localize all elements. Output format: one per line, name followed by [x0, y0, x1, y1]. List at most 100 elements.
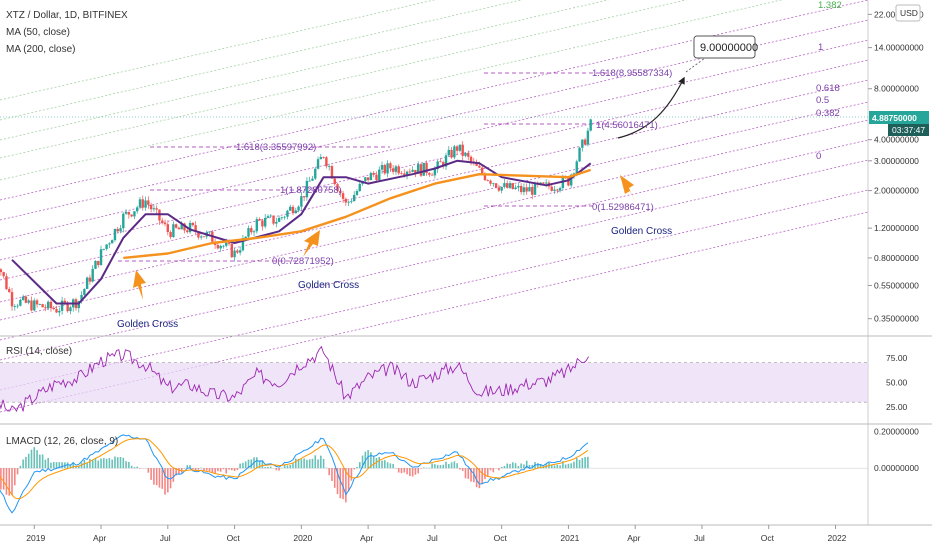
candle-body	[333, 178, 336, 185]
candle-body	[177, 227, 181, 230]
lmacd-histogram-bar	[331, 468, 333, 481]
lmacd-histogram-bar	[484, 468, 486, 480]
candle-body	[422, 162, 425, 176]
candle-body	[366, 177, 370, 181]
candle-body	[544, 182, 548, 184]
candle-body	[44, 307, 47, 309]
time-axis[interactable]: 2019 Apr Jul Oct 2020 Apr Jul Oct 2021 Apr Jul Oct 2…	[26, 525, 847, 543]
symbol-title: XTZ / Dollar, 1D, BITFINEX	[6, 10, 128, 21]
lmacd-histogram-bar	[289, 464, 292, 469]
time-tick-label: Jul	[427, 533, 438, 543]
candle-body	[174, 224, 178, 228]
candle-body	[517, 185, 520, 188]
lmacd-histogram-bar	[19, 465, 22, 469]
candle-body	[33, 300, 36, 311]
currency-badge[interactable]	[895, 4, 921, 22]
candle-body	[394, 166, 398, 172]
candle-body	[327, 166, 331, 167]
lmacd-histogram-bar	[322, 458, 325, 469]
candle-body	[286, 210, 289, 217]
candle-body	[63, 300, 67, 303]
candle-body	[480, 167, 484, 174]
candle-body	[428, 173, 431, 175]
lmacd-histogram-bar	[225, 468, 228, 474]
channel-line	[0, 0, 523, 121]
lmacd-histogram-bar	[439, 465, 442, 469]
lmacd-histogram-bar	[258, 460, 261, 469]
candle-body	[5, 276, 8, 290]
lmacd-histogram-bar	[217, 468, 219, 472]
lmacd-histogram-bar	[286, 465, 289, 469]
candle-body	[186, 230, 189, 233]
candle-body	[353, 194, 356, 202]
candle-body	[503, 183, 506, 187]
candle-body	[558, 188, 562, 191]
lmacd-histogram-bar	[428, 467, 431, 469]
lmacd-histogram-bar	[297, 458, 300, 469]
lmacd-histogram-bar	[161, 468, 164, 489]
candle-body	[411, 169, 414, 172]
lmacd-tick-label: 0.00000000	[874, 463, 919, 473]
lmacd-histogram-bar	[350, 468, 353, 481]
rsi-tick-label: 25.00	[886, 402, 908, 412]
rsi-tick-label: 75.00	[886, 353, 908, 363]
candle-body	[258, 219, 261, 221]
lmacd-tick-label: 0.20000000	[874, 427, 919, 437]
lmacd-histogram-bar	[581, 458, 584, 469]
lmacd-histogram-bar	[567, 463, 570, 469]
lmacd-histogram-bar	[339, 468, 342, 499]
lmacd-histogram-bar	[473, 468, 475, 483]
current-price-tag	[869, 111, 929, 124]
candle-body	[483, 173, 487, 181]
lmacd-histogram-bar	[50, 462, 52, 469]
lmacd-histogram-bar	[342, 468, 344, 500]
lmacd-histogram-bar	[447, 464, 450, 469]
lmacd-histogram-bar	[353, 468, 356, 470]
target-arrow	[617, 76, 685, 139]
lmacd-histogram-bar	[25, 456, 27, 469]
channel-line	[0, 189, 869, 391]
candle-body	[378, 169, 381, 181]
countdown-tag	[888, 124, 929, 136]
candle-body	[586, 130, 590, 145]
target-value: 9.00000000	[700, 42, 758, 54]
candle-body	[105, 244, 108, 249]
lmacd-histogram-bar	[236, 468, 239, 471]
lmacd-histogram-bar	[91, 459, 94, 469]
candle-body	[275, 221, 278, 224]
lmacd-histogram-bar	[392, 463, 394, 469]
candle-body	[169, 232, 172, 238]
candle-body	[389, 163, 392, 169]
candle-body	[49, 301, 53, 309]
lmacd-histogram-bar	[336, 468, 339, 495]
channel-line	[0, 159, 869, 361]
candle-body	[300, 196, 303, 207]
candle-body	[191, 222, 195, 226]
time-tick-label: 2020	[293, 533, 312, 543]
lmacd-histogram-bar	[167, 468, 169, 493]
candle-body	[572, 173, 576, 175]
candle-body	[116, 228, 119, 232]
candle-body	[522, 187, 526, 193]
candle-body	[119, 228, 122, 232]
channel-line	[0, 101, 869, 303]
lmacd-histogram-bar	[584, 457, 586, 469]
lmacd-histogram-bar	[431, 463, 433, 469]
candle-body	[197, 231, 200, 238]
candle-body	[339, 190, 342, 194]
candle-body	[442, 162, 445, 167]
lmacd-histogram-bar	[400, 468, 403, 474]
lmacd-histogram-bar	[320, 455, 322, 469]
candle-body	[69, 307, 72, 312]
lmacd-histogram-bar	[97, 460, 100, 469]
lmacd-histogram-bar	[317, 459, 319, 469]
lmacd-histogram-bar	[283, 464, 286, 469]
channel-line	[0, 119, 869, 321]
lmacd-histogram-bar	[228, 468, 230, 470]
candle-body	[369, 173, 373, 181]
lmacd-histogram-bar	[509, 463, 511, 469]
candle-body	[528, 187, 531, 192]
candle-body	[492, 183, 495, 185]
candle-body	[314, 168, 317, 179]
lmacd-histogram-bar	[345, 468, 347, 503]
